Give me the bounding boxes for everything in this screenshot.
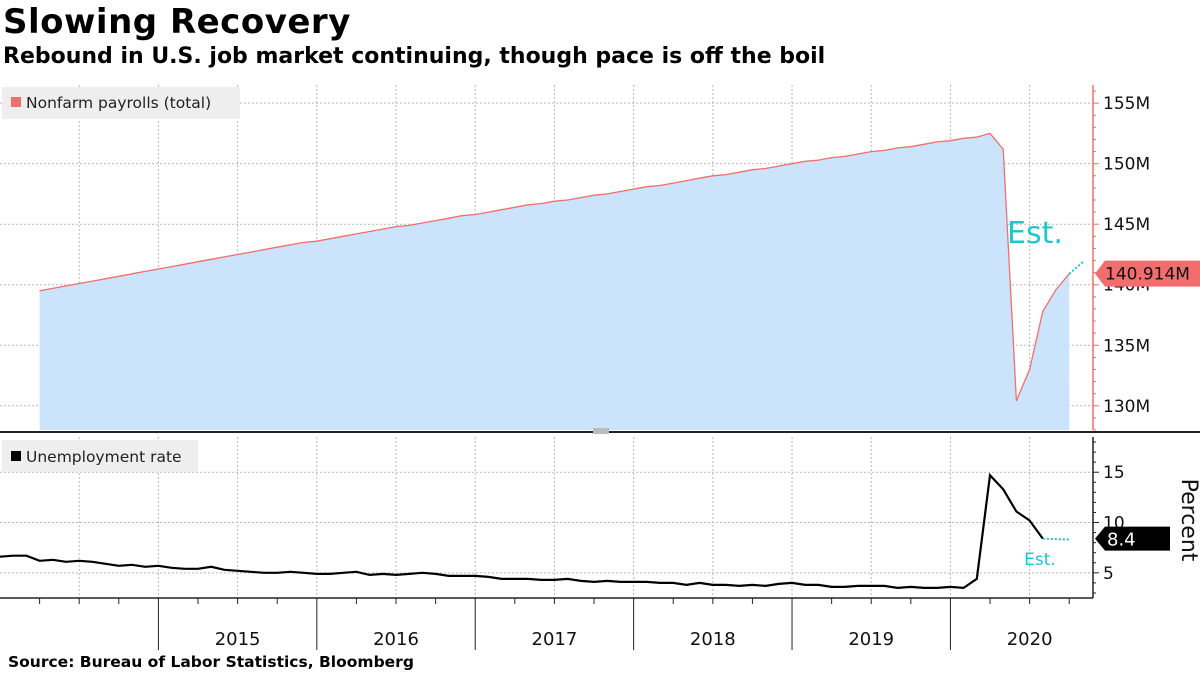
payrolls-legend: Nonfarm payrolls (total) — [2, 87, 240, 119]
payrolls-last-value-box — [1095, 260, 1200, 287]
x-tick-label: 2018 — [690, 629, 736, 650]
x-tick-label: 2019 — [848, 629, 894, 650]
unemployment-last-value-box — [1095, 526, 1170, 551]
panel-resize-handle[interactable] — [593, 428, 609, 434]
payrolls-tick-label: 145M — [1103, 215, 1150, 235]
x-tick-label: 2020 — [1007, 629, 1053, 650]
unemployment-estimate-arrow — [1042, 537, 1069, 541]
payrolls-tick-label: 135M — [1103, 336, 1150, 356]
x-tick-label: 2016 — [373, 629, 419, 650]
payrolls-tick-label: 150M — [1103, 155, 1150, 175]
payrolls-legend-box — [2, 87, 240, 119]
chart-title: Slowing Recovery — [3, 2, 351, 42]
unemployment-tick-label: 5 — [1103, 564, 1114, 584]
x-tick-label: 2015 — [215, 629, 261, 650]
unemployment-legend-swatch — [11, 451, 21, 461]
x-tick-label: 2017 — [532, 629, 578, 650]
payrolls-line — [39, 132, 1070, 402]
payrolls-last-value-tag: 140.914M — [1095, 260, 1200, 287]
payrolls-tick-label: 155M — [1103, 94, 1150, 114]
payrolls-last-value-label: 140.914M — [1105, 265, 1190, 285]
unemployment-legend-box — [2, 440, 198, 472]
unemployment-estimate-label: Est. — [1024, 550, 1056, 570]
unemployment-legend-label: Unemployment rate — [26, 448, 182, 466]
unemployment-axis-label: Percent — [1176, 479, 1200, 562]
unemployment-tick-label: 15 — [1103, 463, 1125, 483]
payrolls-y-axis: 130M135M140M145M150M155M — [1092, 85, 1150, 431]
payrolls-area-fill — [39, 133, 1070, 430]
payrolls-estimate-arrow — [1068, 260, 1084, 275]
payrolls-tick-label: 130M — [1103, 397, 1150, 417]
unemployment-line — [0, 472, 1044, 590]
payrolls-estimate-label: Est. — [1007, 216, 1063, 251]
chart-subtitle: Rebound in U.S. job market continuing, t… — [3, 44, 826, 69]
unemployment-last-value-tag: 8.4 — [1095, 526, 1170, 551]
x-axis: 2015 2016 2017 2018 2019 2020 — [0, 597, 1093, 650]
payrolls-legend-label: Nonfarm payrolls (total) — [26, 94, 211, 112]
unemployment-last-value-label: 8.4 — [1107, 530, 1136, 551]
unemployment-legend: Unemployment rate — [2, 440, 198, 472]
source-note: Source: Bureau of Labor Statistics, Bloo… — [8, 653, 414, 671]
payrolls-legend-swatch — [11, 97, 21, 107]
unemployment-gridlines — [0, 437, 1093, 598]
